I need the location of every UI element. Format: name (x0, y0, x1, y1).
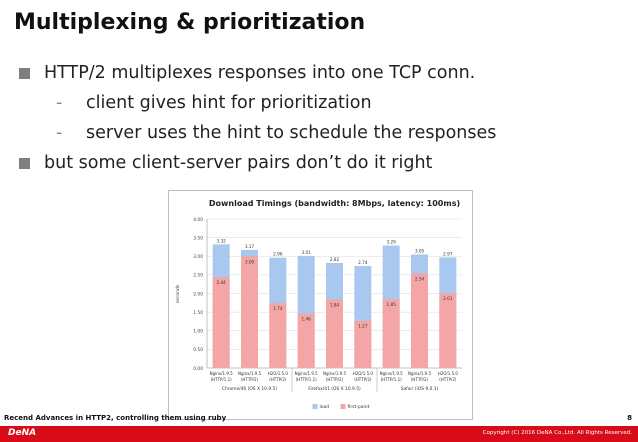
sub-bullet-text: server uses the hint to schedule the res… (86, 123, 497, 143)
legend-label: load (320, 404, 330, 410)
dash-bullet-icon: - (56, 93, 63, 113)
bullet-list: HTTP/2 multiplexes responses into one TC… (16, 58, 636, 178)
y-tick-label: 1.00 (193, 329, 203, 335)
x-tick-label: Nginx/1.9.5 (238, 371, 262, 376)
data-label-first-paint: 2.01 (443, 296, 453, 301)
bar-first-paint (411, 273, 428, 368)
data-label-first-paint: 1.84 (330, 302, 340, 307)
y-tick-label: 2.50 (193, 273, 203, 279)
data-label-load: 3.17 (245, 244, 255, 249)
dash-bullet-icon: - (56, 123, 63, 143)
bar-first-paint (439, 293, 457, 368)
x-tick-label: H2O/1.5.0 (353, 371, 374, 376)
bar-first-paint (297, 313, 315, 368)
data-label-first-paint: 2.54 (415, 276, 425, 281)
legend-swatch (340, 404, 346, 409)
data-label-first-paint: 3.00 (245, 259, 255, 264)
data-label-first-paint: 1.74 (273, 306, 283, 311)
bar-first-paint (354, 320, 372, 368)
data-label-load: 3.05 (415, 248, 425, 253)
bullet-text: but some client-server pairs don’t do it… (44, 153, 433, 173)
data-label-load: 2.96 (273, 252, 283, 257)
legend-swatch (312, 404, 318, 409)
slide-title: Multiplexing & prioritization (14, 10, 366, 35)
x-tick-label: (HTTP/2) (326, 377, 344, 382)
copyright-text: Copyright (C) 2016 DeNA Co.,Ltd. All Rig… (482, 430, 632, 436)
group-label: Safari (iOS 9.0.1) (401, 386, 439, 392)
footer-text: Recend Advances in HTTP2, controlling th… (4, 414, 227, 422)
x-tick-label: (HTTP/2) (354, 377, 372, 382)
x-tick-label: Nginx/1.9.5 (323, 371, 347, 376)
x-tick-label: Nginx/1.9.5 (380, 371, 404, 376)
data-label-load: 3.01 (302, 250, 312, 255)
y-axis-label: seconds (175, 284, 181, 303)
x-tick-label: Nginx/1.9.5 (210, 371, 234, 376)
data-label-first-paint: 2.44 (217, 280, 227, 285)
y-tick-label: 0.50 (193, 347, 203, 353)
y-tick-label: 4.00 (193, 217, 203, 223)
x-tick-label: (HTTP/1.1) (381, 377, 403, 382)
y-tick-label: 0.00 (193, 366, 203, 372)
sub-bullet-text: client gives hint for prioritization (86, 93, 372, 113)
bar-first-paint (326, 299, 343, 368)
chart-title: Download Timings (bandwidth: 8Mbps, late… (209, 199, 460, 208)
bar-first-paint (241, 256, 258, 368)
bar-first-paint (269, 303, 287, 368)
data-label-load: 2.74 (358, 260, 368, 265)
x-tick-label: (HTTP/2) (269, 377, 287, 382)
x-tick-label: Nginx/1.9.5 (408, 371, 432, 376)
data-label-load: 2.97 (443, 251, 453, 256)
group-label: Firefox/41 (OS X 10.9.5) (308, 386, 361, 392)
company-logo: DeNA (8, 428, 37, 438)
bullet-item: HTTP/2 multiplexes responses into one TC… (16, 58, 636, 88)
data-label-load: 2.82 (330, 257, 340, 262)
y-tick-label: 3.50 (193, 235, 203, 241)
sub-bullet-item: - client gives hint for prioritization (16, 88, 636, 118)
y-tick-label: 2.00 (193, 291, 203, 297)
page-number: 8 (627, 414, 632, 422)
x-tick-label: H2O/1.5.0 (438, 371, 459, 376)
x-tick-label: (HTTP/2) (241, 377, 259, 382)
data-label-first-paint: 1.46 (302, 317, 312, 322)
x-tick-label: (HTTP/1.1) (211, 377, 233, 382)
y-tick-label: 3.00 (193, 254, 203, 260)
download-timings-chart: Download Timings (bandwidth: 8Mbps, late… (175, 199, 462, 410)
group-label: Chrome/46 (OS X 10.9.5) (222, 386, 277, 392)
bullet-item: but some client-server pairs don’t do it… (16, 148, 636, 178)
x-tick-label: (HTTP/2) (439, 377, 457, 382)
y-tick-label: 1.50 (193, 310, 203, 316)
x-tick-label: Nginx/1.9.5 (295, 371, 319, 376)
bar-first-paint (382, 299, 400, 368)
footer-bar (0, 426, 638, 442)
chart-container: Download Timings (bandwidth: 8Mbps, late… (168, 190, 473, 420)
bullet-text: HTTP/2 multiplexes responses into one TC… (44, 63, 476, 83)
bar-first-paint (212, 277, 230, 368)
x-tick-label: (HTTP/1.1) (296, 377, 318, 382)
data-label-first-paint: 1.85 (387, 302, 397, 307)
square-bullet-icon (19, 68, 30, 79)
x-tick-label: H2O/1.5.0 (268, 371, 289, 376)
data-label-load: 3.29 (387, 239, 397, 244)
x-tick-label: (HTTP/2) (411, 377, 429, 382)
data-label-load: 3.32 (217, 238, 227, 243)
sub-bullet-item: - server uses the hint to schedule the r… (16, 118, 636, 148)
legend-label: first-paint (348, 404, 370, 410)
square-bullet-icon (19, 158, 30, 169)
data-label-first-paint: 1.27 (358, 324, 368, 329)
